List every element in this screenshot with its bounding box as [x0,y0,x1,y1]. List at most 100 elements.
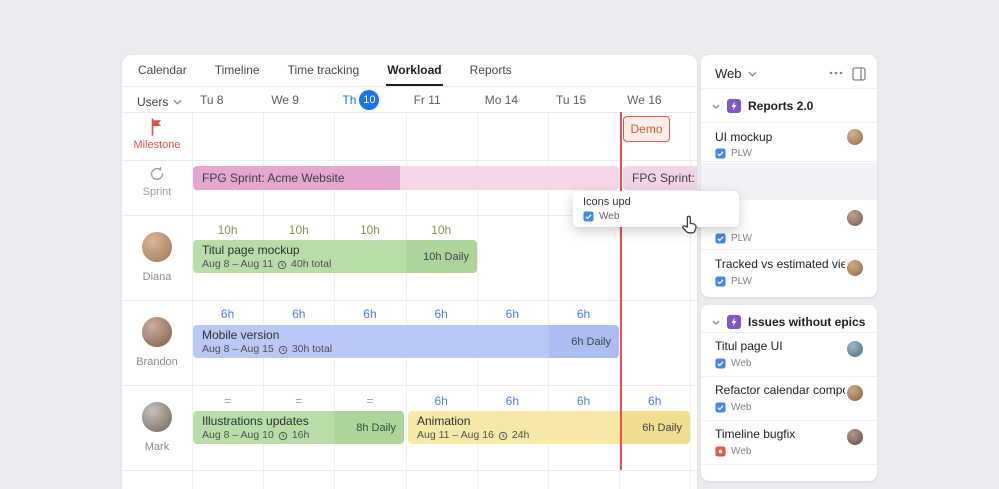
chevron-down-icon[interactable] [712,103,720,109]
hour-label: 10h [288,223,309,237]
more-options-icon[interactable] [829,71,843,75]
chevron-down-icon[interactable] [712,319,720,325]
task-dates: Aug 8 – Aug 11 40h total [202,258,477,271]
task-bar-animation[interactable]: Animation Aug 11 – Aug 16 24h 6h Daily [408,411,690,444]
task-date-range: Aug 11 – Aug 16 [417,429,494,441]
epic-icon [727,315,741,329]
tab-reports[interactable]: Reports [469,62,512,77]
avatar [142,232,172,262]
task-title: Illustrations updates [202,414,309,428]
user-name: Brandon [136,356,178,368]
day-header-today: Th 10 [334,88,405,112]
section-issues-without-epics[interactable]: Issues without epics [712,315,865,329]
task-bar-titul-page-mockup[interactable]: Titul page mockup Aug 8 – Aug 11 40h tot… [193,240,477,273]
hour-label: 6h [648,394,662,408]
sprint-loop-icon [148,165,166,183]
avatar [847,385,863,401]
task-date-range: Aug 8 – Aug 10 [202,429,274,441]
board-title: Web [715,66,742,81]
tab-calendar[interactable]: Calendar [138,62,187,77]
task-date-range: Aug 8 – Aug 15 [202,343,274,355]
grid-line [122,385,697,386]
divider [701,332,877,333]
task-dates: Aug 8 – Aug 10 16h [202,429,404,442]
day-header: Tu 8 [200,93,224,107]
divider [701,161,877,162]
sprint-bar-next[interactable]: FPG Sprint: Re [623,166,697,190]
section-reports-2-0[interactable]: Reports 2.0 [712,99,813,113]
task-title: Animation [417,414,471,428]
tab-workload[interactable]: Workload [386,55,443,86]
task-bar-text: Mobile version Aug 8 – Aug 15 30h total [193,325,619,356]
hour-label: = [366,394,374,408]
milestone-flag-icon [149,118,165,136]
user-name: Diana [142,271,172,283]
hour-label: 6h [363,307,377,321]
task-title: Mobile version [202,328,280,342]
avatar [847,429,863,445]
hour-label: 6h [576,394,591,408]
divider [701,420,877,421]
task-bar-illustrations-updates[interactable]: Illustrations updates Aug 8 – Aug 10 16h… [193,411,404,444]
bug-icon [715,446,726,457]
section-title: Reports 2.0 [748,99,814,113]
hours-row-mark: = = = 6h 6h 6h 6h [192,394,692,408]
hour-label: 6h [434,307,448,321]
task-daily-label: 8h Daily [334,411,404,444]
hour-label: = [224,394,232,408]
avatar [847,341,863,357]
user-name: Mark [144,441,170,453]
board-dropdown[interactable]: Web [715,66,757,81]
task-bar-mobile-version[interactable]: Mobile version Aug 8 – Aug 15 30h total … [193,325,619,358]
task-check-icon [715,402,726,413]
grid-line [122,470,697,471]
hour-label: 10h [431,223,452,237]
tab-timeline[interactable]: Timeline [214,62,260,77]
chevron-down-icon [747,71,757,77]
users-dropdown[interactable]: Users [137,95,182,109]
divider [701,249,877,250]
sprint-bar-acme-website[interactable]: FPG Sprint: Acme Website [193,166,619,190]
day-header: Fr 11 [413,93,441,107]
drag-card-tag: Web [583,211,619,222]
drag-preview-card: Icons upd Web [573,191,739,227]
board-layout-icon[interactable] [852,67,866,81]
tag-label: PLW [731,148,752,159]
hour-label: 6h [505,307,520,321]
divider [122,86,697,87]
avatar [847,210,863,226]
task-bar-text: Illustrations updates Aug 8 – Aug 10 16h [193,411,404,442]
epic-icon [727,99,741,113]
panel-card-title[interactable]: Refactor calendar component [715,383,845,397]
task-total: 40h total [291,258,332,270]
chevron-down-icon [173,99,182,105]
task-dates: Aug 8 – Aug 15 30h total [202,343,619,356]
divider [701,464,877,465]
panel-card-tag: PLW [715,233,752,244]
grid-line [122,160,697,161]
day-header: We 9 [271,93,299,107]
panel-card-title[interactable]: Titul page UI [715,339,783,353]
board-panel-bottom: Issues without epics Titul page UI Web R… [701,305,877,481]
task-bar-text: Animation Aug 11 – Aug 16 24h [408,411,690,442]
divider [701,122,877,123]
panel-card-tag: PLW [715,148,752,159]
tag-label: Web [731,358,752,369]
task-total: 24h [511,429,530,441]
panel-card-title[interactable]: UI mockup [715,130,773,144]
avatar [142,317,172,347]
hour-label: 6h [576,307,591,321]
panel-card-title[interactable]: Timeline bugfix [715,427,796,441]
day-label: Th [342,93,357,107]
tag-label: PLW [731,276,752,287]
tab-time-tracking[interactable]: Time tracking [287,62,360,77]
task-total: 16h [291,429,310,441]
task-daily-label: 6h Daily [619,411,690,444]
time-icon [277,260,287,270]
panel-card-title[interactable]: Tracked vs estimated view [715,257,845,271]
panel-card-tag: Web [715,402,751,413]
hour-label: = [295,394,303,408]
panel-card-tag: PLW [715,276,752,287]
milestone-demo[interactable]: Demo [623,116,670,142]
